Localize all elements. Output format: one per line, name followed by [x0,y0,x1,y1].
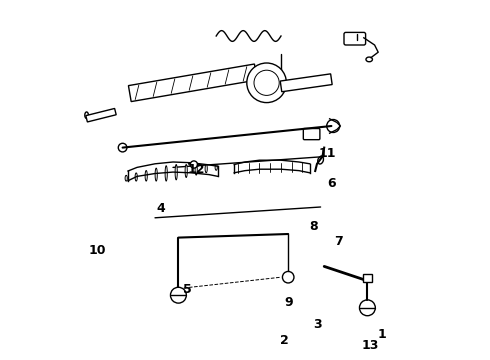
FancyBboxPatch shape [363,274,372,282]
Ellipse shape [318,156,323,164]
Text: 12: 12 [188,163,205,176]
Text: 4: 4 [156,202,165,215]
Circle shape [247,63,286,103]
Polygon shape [128,64,257,102]
Circle shape [327,120,340,132]
Polygon shape [86,108,116,122]
FancyBboxPatch shape [303,129,320,140]
Ellipse shape [165,166,167,181]
Ellipse shape [185,165,187,177]
Ellipse shape [366,57,372,62]
Polygon shape [280,74,332,92]
Text: 7: 7 [334,235,343,248]
Ellipse shape [215,165,217,170]
Circle shape [171,287,186,303]
Circle shape [282,271,294,283]
Circle shape [360,300,375,316]
Text: 13: 13 [362,339,379,352]
Ellipse shape [175,165,177,180]
Ellipse shape [155,168,157,181]
Text: 10: 10 [89,244,106,257]
Ellipse shape [125,175,127,181]
Ellipse shape [85,112,88,118]
Ellipse shape [205,165,207,173]
Text: 2: 2 [280,334,289,347]
Ellipse shape [135,173,137,181]
Text: 1: 1 [377,328,386,341]
FancyBboxPatch shape [344,32,366,45]
Circle shape [254,70,279,95]
Text: 8: 8 [309,220,318,233]
Ellipse shape [195,165,197,175]
Text: 11: 11 [319,147,337,159]
Text: 6: 6 [327,177,336,190]
Text: 3: 3 [313,318,321,330]
Text: 5: 5 [183,283,192,296]
Circle shape [190,161,197,168]
Circle shape [118,143,127,152]
Text: 9: 9 [284,296,293,309]
Ellipse shape [145,171,147,181]
